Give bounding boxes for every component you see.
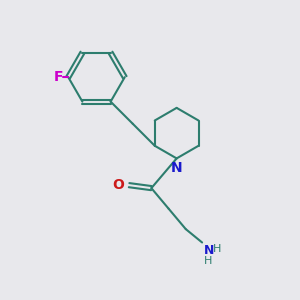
Text: H: H	[204, 256, 212, 266]
Text: O: O	[113, 178, 124, 192]
Text: H: H	[212, 244, 221, 254]
Text: F: F	[53, 70, 63, 84]
Text: N: N	[171, 161, 182, 175]
Text: N: N	[204, 244, 214, 257]
